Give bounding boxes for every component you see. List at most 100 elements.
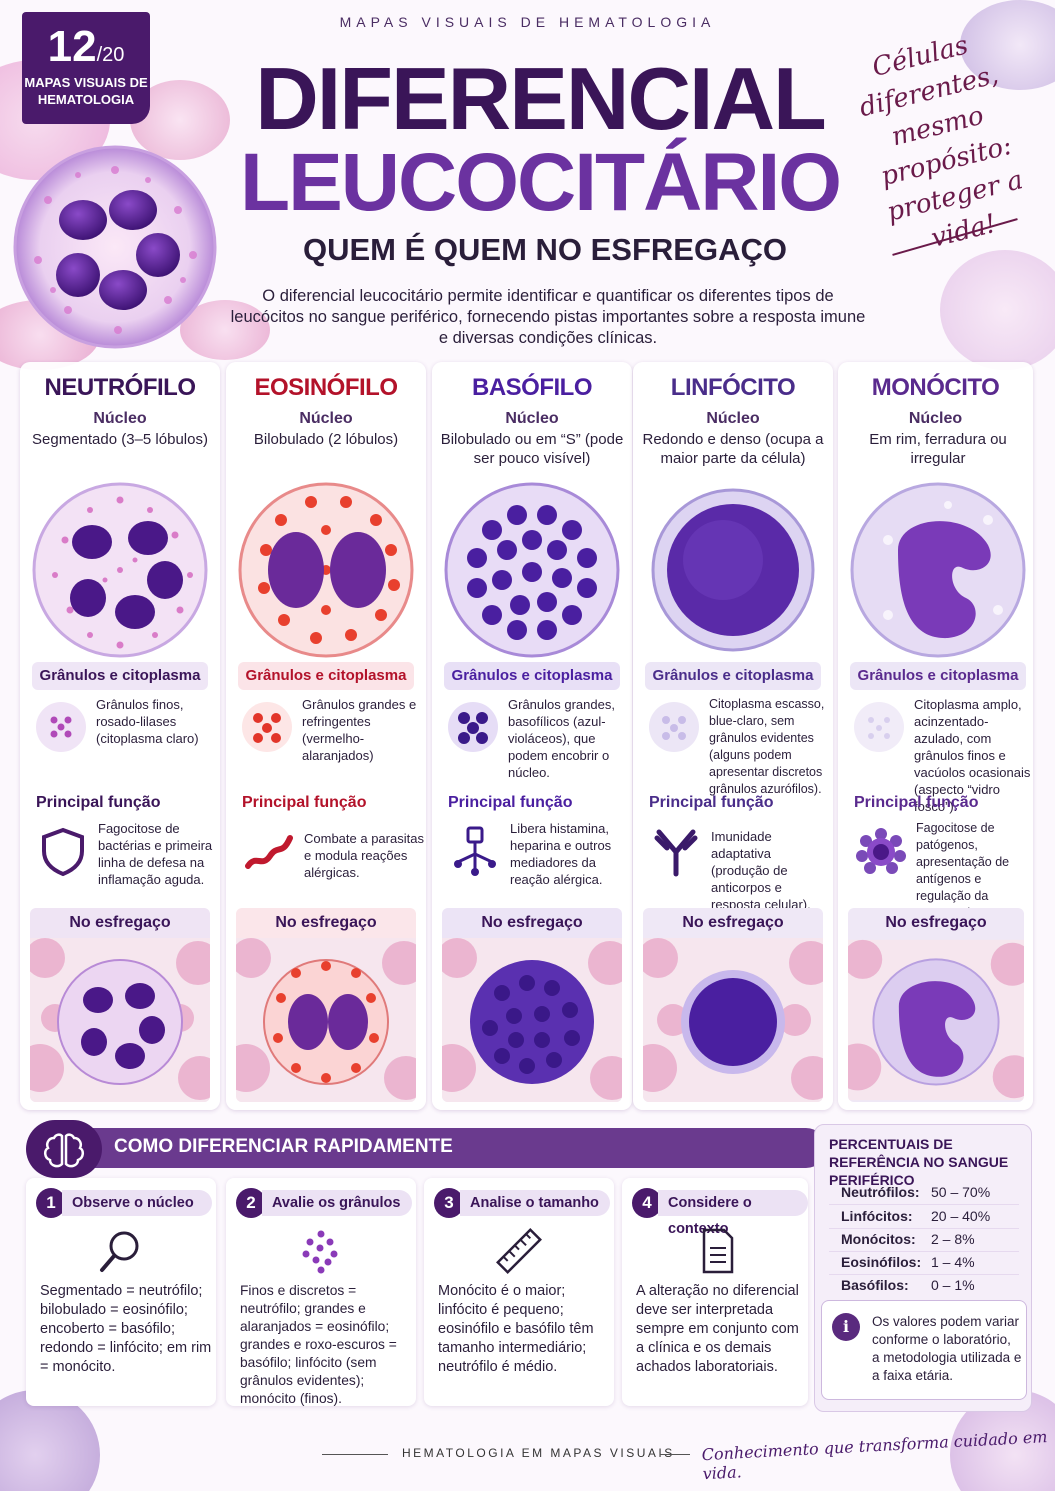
monocyte-illustration (850, 482, 1026, 658)
reference-note-text: Os valores podem variar conforme o labor… (872, 1314, 1022, 1383)
antibody-icon (654, 829, 698, 877)
page-title-line2: LEUCOCITÁRIO (240, 137, 842, 228)
howto-step-2: 2 Avalie os grânulos Finos e discretos =… (226, 1178, 416, 1406)
howto-step-1: 1 Observe o núcleo Segmentado = neutrófi… (26, 1178, 216, 1406)
reference-divider (829, 1274, 1019, 1275)
step-title: Analise o tamanho (460, 1190, 610, 1216)
footer-rule (322, 1454, 388, 1455)
intro-text: O diferencial leucocitário permite ident… (230, 287, 866, 347)
shield-icon (42, 827, 84, 877)
slogan-handwritten: Células diferentes, mesmo propósito: pro… (856, 30, 1027, 254)
cell-card-lymphocyte: LINFÓCITO Núcleo Redondo e denso (ocupa … (633, 362, 833, 1110)
page-subtitle: QUEM É QUEM NO ESFREGAÇO (303, 232, 787, 267)
granules-description: Grânulos finos, rosado-lilases (citoplas… (96, 697, 199, 746)
reference-divider (829, 1204, 1019, 1205)
basophilic-granules-icon (448, 702, 498, 752)
nucleus-description: Bilobulado ou em “S” (pode ser pouco vis… (440, 431, 624, 467)
reference-divider (829, 1228, 1019, 1229)
step-text: Monócito é o maior; linfócito é pequeno;… (438, 1283, 594, 1375)
function-description: Combate a parasitas e modula reações alé… (304, 831, 424, 880)
cell-card-monocyte: MONÓCITO Núcleo Em rim, ferradura ou irr… (838, 362, 1033, 1110)
howto-step-4: 4 Considere o contexto A alteração no di… (622, 1178, 808, 1406)
granules-label: Grânulos e citoplasma (850, 662, 1026, 690)
granules-description: Grânulos grandes, basofílicos (azul-viol… (508, 697, 615, 780)
step-title: Considere o contexto (658, 1190, 808, 1237)
granules-label: Grânulos e citoplasma (444, 662, 620, 690)
cell-name: BASÓFILO (472, 374, 593, 401)
info-icon: i (832, 1313, 860, 1341)
granules-description: Citoplasma amplo, acinzentado-azulado, c… (914, 697, 1031, 814)
cell-card-neutrophil: NEUTRÓFILO Núcleo Segmentado (3–5 lóbulo… (20, 362, 220, 1110)
step-title: Avalie os grânulos (262, 1190, 412, 1216)
step-number: 2 (236, 1188, 266, 1218)
monocyte-smear-image (848, 939, 1024, 1101)
footer-rule (660, 1454, 690, 1455)
hero-neutrophil-illustration (13, 145, 217, 349)
step-title: Observe o núcleo (62, 1190, 212, 1216)
nucleus-label: Núcleo (505, 410, 559, 427)
phagocyte-icon (856, 828, 906, 874)
function-description: Fagocitose de bactérias e primeira linha… (98, 821, 213, 887)
brain-icon (26, 1120, 102, 1178)
function-description: Libera histamina, heparina e outros medi… (510, 821, 612, 887)
supertitle: MAPAS VISUAIS DE HEMATOLOGIA (339, 14, 716, 30)
function-label: Principal função (36, 794, 161, 811)
coarse-red-granules-icon (242, 702, 292, 752)
step-text: A alteração no diferencial deve ser inte… (636, 1283, 799, 1375)
howto-banner-bar (46, 1128, 826, 1168)
function-description: Fagocitose de patógenos, apresentação de… (916, 821, 1010, 920)
nucleus-description: Em rim, ferradura ou irregular (869, 431, 1007, 467)
eosinophil-smear-image (236, 938, 416, 1102)
smear-panel: No esfregaço (848, 908, 1024, 1102)
scarce-cytoplasm-icon (649, 702, 699, 752)
step-number: 4 (632, 1188, 662, 1218)
background-rbc (960, 0, 1055, 90)
eosinophil-illustration (238, 482, 414, 658)
cell-name: LINFÓCITO (670, 374, 796, 401)
function-label: Principal função (649, 794, 774, 811)
page-title-line1: DIFERENCIAL (255, 49, 827, 148)
granules-description: Citoplasma escasso, blue-claro, sem grân… (709, 697, 825, 796)
cell-columns: NEUTRÓFILO Núcleo Segmentado (3–5 lóbulo… (20, 362, 1033, 1110)
function-label: Principal função (242, 794, 367, 811)
background-rbc (940, 250, 1055, 370)
granules-dots-icon (302, 1230, 338, 1274)
smear-panel: No esfregaço (236, 908, 416, 1102)
basophil-smear-image (442, 938, 622, 1102)
map-number: 12/20 (47, 22, 125, 71)
neutrophil-illustration (32, 482, 208, 658)
nucleus-description: Segmentado (3–5 lóbulos) (32, 431, 208, 448)
smear-label: No esfregaço (481, 914, 583, 931)
reference-title: PERCENTUAIS DE REFERÊNCIA NO SANGUE PERI… (829, 1136, 1009, 1188)
parasite-worm-icon (245, 835, 293, 869)
granules-description: Grânulos grandes e refringentes (vermelh… (302, 697, 417, 763)
step-number: 3 (434, 1188, 464, 1218)
histamine-release-icon (454, 826, 496, 876)
step-text: Segmentado = neutrófilo; bilobulado = eo… (40, 1283, 212, 1375)
magnifier-icon (100, 1231, 139, 1272)
lymphocyte-illustration (651, 488, 815, 652)
badge-label: MAPAS VISUAIS DE HEMATOLOGIA (24, 75, 148, 107)
cell-name: EOSINÓFILO (254, 374, 398, 401)
nucleus-label: Núcleo (908, 410, 963, 427)
reference-values-panel: PERCENTUAIS DE REFERÊNCIA NO SANGUE PERI… (814, 1124, 1032, 1412)
granules-label: Grânulos e citoplasma (645, 662, 821, 690)
granules-label: Grânulos e citoplasma (32, 662, 208, 690)
background-rbc (180, 300, 270, 360)
smear-label: No esfregaço (275, 914, 377, 931)
cell-card-eosinophil: EOSINÓFILO Núcleo Bilobulado (2 lóbulos)… (226, 362, 426, 1110)
cell-name: MONÓCITO (871, 374, 1000, 401)
nucleus-label: Núcleo (93, 410, 147, 427)
step-text: Finos e discretos = neutrófilo; grandes … (240, 1283, 397, 1406)
footer: HEMATOLOGIA EM MAPAS VISUAIS Conheciment… (0, 1427, 1055, 1483)
ground-glass-cytoplasm-icon (854, 702, 904, 752)
cell-name: NEUTRÓFILO (44, 374, 197, 401)
basophil-illustration (444, 482, 620, 658)
cell-card-basophil: BASÓFILO Núcleo Bilobulado ou em “S” (po… (432, 362, 632, 1110)
granules-label: Grânulos e citoplasma (238, 662, 414, 690)
nucleus-description: Bilobulado (2 lóbulos) (253, 431, 399, 448)
ruler-icon (496, 1228, 542, 1274)
howto-step-3: 3 Analise o tamanho Monócito é o maior; … (424, 1178, 614, 1406)
smear-label: No esfregaço (682, 914, 784, 931)
smear-label: No esfregaço (69, 914, 171, 931)
